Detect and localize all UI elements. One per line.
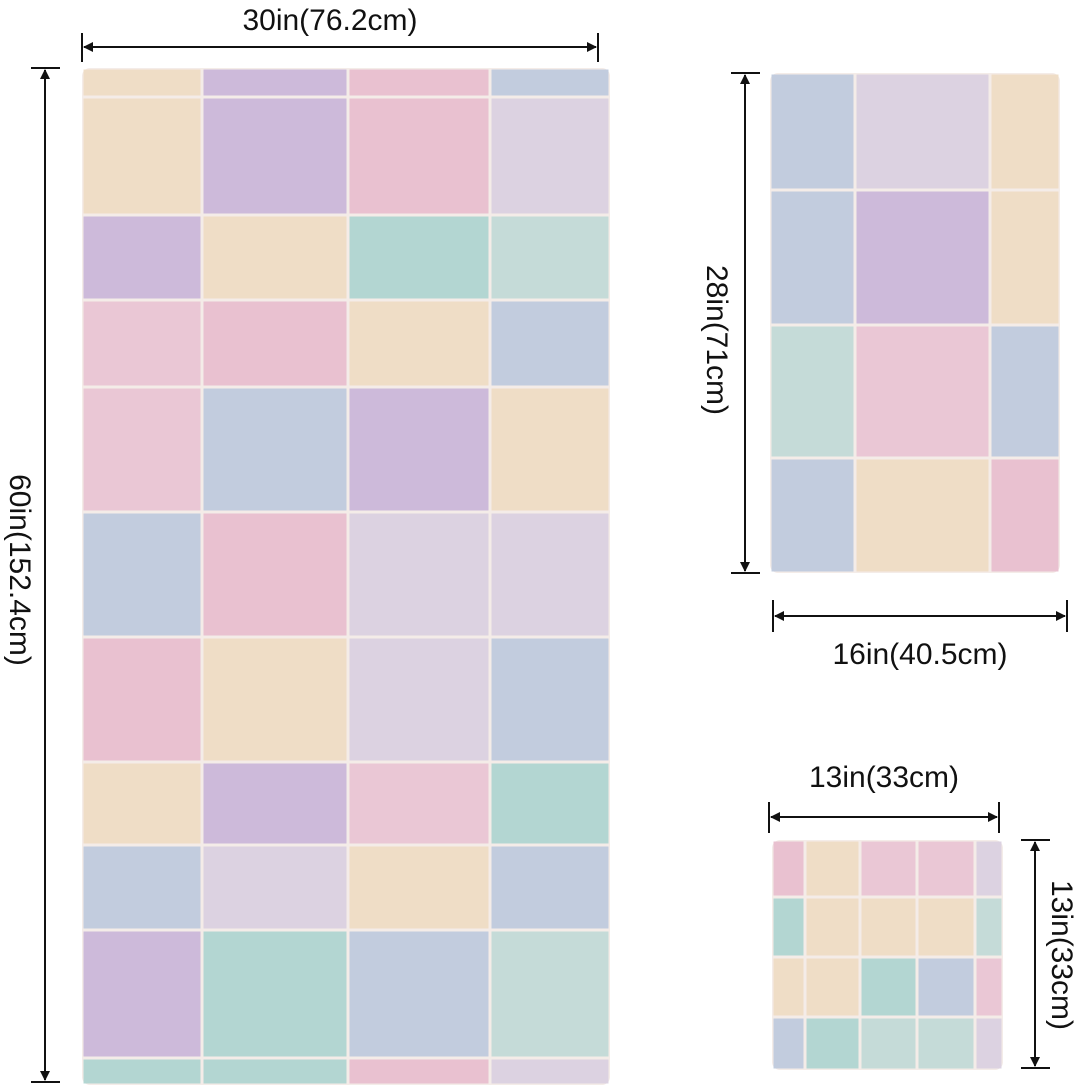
tile: [203, 513, 347, 636]
tile: [491, 638, 609, 761]
tile: [976, 898, 1002, 956]
tile: [773, 958, 804, 1016]
tile: [856, 326, 989, 457]
tile: [349, 301, 489, 386]
dimension-label: 13in(33cm): [809, 761, 959, 794]
dimension-label: 16in(40.5cm): [832, 638, 1007, 671]
tile: [991, 74, 1059, 189]
dimension-label: 28in(71cm): [700, 265, 733, 415]
tile: [349, 763, 489, 844]
tile: [203, 931, 347, 1057]
tile: [861, 1018, 916, 1069]
tile: [491, 69, 609, 96]
tile: [203, 846, 347, 929]
tile: [83, 1059, 201, 1084]
tile: [203, 98, 347, 214]
tile: [806, 898, 859, 956]
tile: [856, 74, 989, 189]
tile: [491, 388, 609, 511]
tile: [83, 216, 201, 299]
tile: [349, 846, 489, 929]
tile: [491, 216, 609, 299]
dimension-label: 13in(33cm): [1045, 880, 1078, 1030]
tile: [771, 74, 854, 189]
tile: [861, 841, 916, 896]
tile: [918, 898, 974, 956]
towels: [82, 68, 1060, 1085]
tile: [991, 459, 1059, 572]
tile: [491, 763, 609, 844]
tile: [856, 459, 989, 572]
tile: [491, 931, 609, 1057]
tile: [203, 763, 347, 844]
tile: [83, 846, 201, 929]
dimension-label: 30in(76.2cm): [242, 4, 417, 37]
tile: [83, 98, 201, 214]
tile: [349, 1059, 489, 1084]
tile: [83, 301, 201, 386]
tile: [991, 191, 1059, 324]
tile: [806, 958, 859, 1016]
tile: [918, 958, 974, 1016]
tile: [918, 1018, 974, 1069]
tile: [349, 931, 489, 1057]
tile: [991, 326, 1059, 457]
tile: [771, 326, 854, 457]
tile: [771, 191, 854, 324]
tile: [861, 898, 916, 956]
tile: [806, 841, 859, 896]
tile: [771, 459, 854, 572]
tile: [349, 638, 489, 761]
tile: [349, 98, 489, 214]
tile: [203, 69, 347, 96]
tile: [203, 638, 347, 761]
tile: [856, 191, 989, 324]
dimension-label: 60in(152.4cm): [3, 474, 36, 666]
tile: [83, 69, 201, 96]
tile: [491, 846, 609, 929]
tile: [83, 513, 201, 636]
tile: [976, 1018, 1002, 1069]
tile: [976, 958, 1002, 1016]
tile: [491, 301, 609, 386]
tile: [349, 216, 489, 299]
tile: [976, 841, 1002, 896]
tile: [491, 513, 609, 636]
tile: [203, 301, 347, 386]
tile: [349, 513, 489, 636]
tile: [83, 931, 201, 1057]
tile: [203, 1059, 347, 1084]
tile: [203, 216, 347, 299]
tile: [773, 1018, 804, 1069]
tile: [349, 69, 489, 96]
tile: [806, 1018, 859, 1069]
tile: [773, 841, 804, 896]
tile: [83, 763, 201, 844]
tile: [491, 98, 609, 214]
tile: [83, 638, 201, 761]
tile: [773, 898, 804, 956]
tile: [83, 388, 201, 511]
tile: [861, 958, 916, 1016]
tile: [349, 388, 489, 511]
tile: [203, 388, 347, 511]
tile: [918, 841, 974, 896]
tile: [491, 1059, 609, 1084]
